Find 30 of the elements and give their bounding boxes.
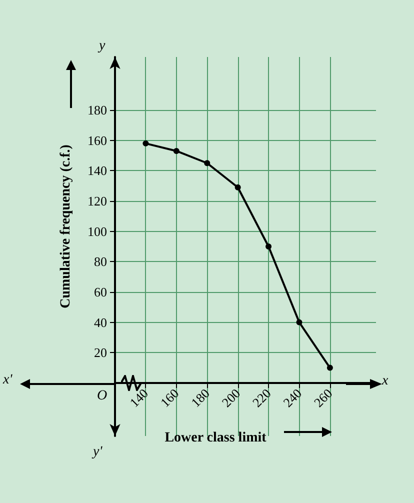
y-tick-label: 40 bbox=[94, 314, 107, 330]
x-tick-label: 160 bbox=[157, 386, 182, 410]
text: y bbox=[97, 38, 106, 54]
y-axis-title: Cumulative frequency (c.f.) bbox=[58, 144, 74, 308]
point bbox=[266, 244, 272, 250]
point bbox=[142, 140, 149, 146]
point bbox=[173, 148, 180, 154]
x-axis-title: Lower class limit bbox=[164, 430, 267, 446]
y-tick-label: 80 bbox=[94, 254, 107, 270]
text: x' bbox=[2, 372, 14, 388]
y-tick-label: 20 bbox=[94, 345, 107, 360]
y-tick-label: 120 bbox=[88, 194, 107, 209]
x-tick-label: 140 bbox=[126, 386, 152, 410]
x-tick-label: 260 bbox=[310, 386, 336, 410]
text: y' bbox=[91, 444, 104, 460]
x-tick-label: 220 bbox=[249, 386, 274, 410]
point bbox=[326, 364, 333, 371]
point bbox=[234, 184, 241, 190]
y-tick-label: 180 bbox=[88, 102, 107, 118]
text: x bbox=[381, 373, 389, 388]
y-tick-label: 60 bbox=[94, 284, 107, 300]
text: O bbox=[97, 388, 108, 404]
y-tick-label: 100 bbox=[88, 224, 107, 239]
y-tick-label: 140 bbox=[88, 163, 107, 178]
y-tick-label: 160 bbox=[88, 132, 107, 148]
point bbox=[204, 160, 210, 166]
point bbox=[296, 319, 302, 326]
x-tick-label: 200 bbox=[218, 386, 244, 410]
x-tick-label: 240 bbox=[280, 386, 305, 410]
x-tick-label: 180 bbox=[188, 386, 212, 410]
